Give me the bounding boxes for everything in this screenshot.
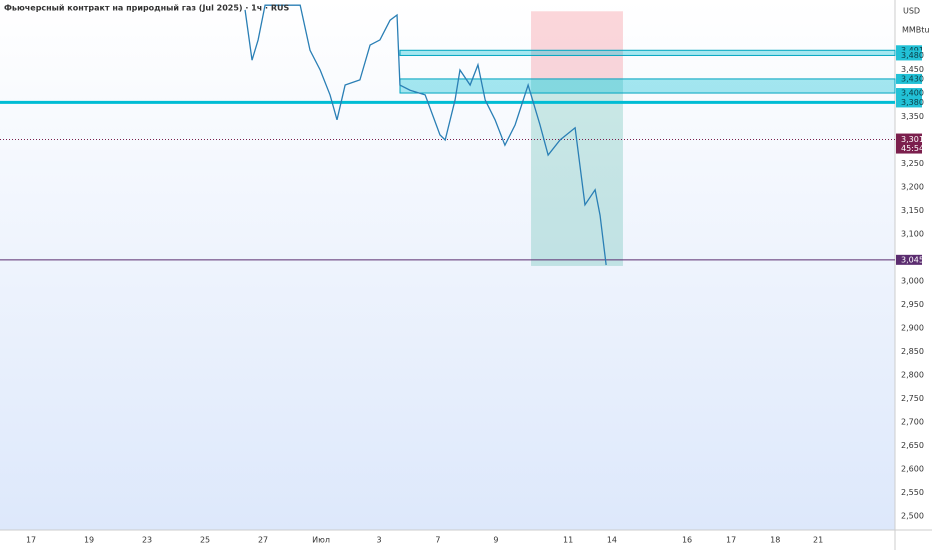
y-tick-label: 3,250 — [901, 159, 924, 168]
level-zone — [399, 49, 896, 56]
x-tick-label: 17 — [26, 536, 36, 545]
y-tick-label: 3,150 — [901, 206, 924, 215]
y-tick-label: 2,750 — [901, 394, 924, 403]
stop-zone — [531, 11, 623, 80]
x-tick-label: 3 — [377, 536, 382, 545]
x-tick-label: 23 — [142, 536, 152, 545]
x-tick-label: 18 — [770, 536, 780, 545]
price-badge — [896, 254, 922, 265]
y-tick-label: 3,000 — [901, 276, 924, 285]
x-tick-label: 27 — [258, 536, 268, 545]
x-tick-label: 14 — [607, 536, 617, 545]
price-badge-label: 3,301 — [901, 135, 924, 144]
y-tick-label: 3,200 — [901, 183, 924, 192]
x-tick-label: 11 — [563, 536, 573, 545]
x-tick-label: 19 — [84, 536, 94, 545]
unit: MMBtu — [902, 26, 930, 35]
price-badge — [896, 50, 922, 61]
price-badge — [896, 133, 922, 154]
y-tick-label: 2,800 — [901, 370, 924, 379]
currency: USD — [903, 7, 920, 16]
x-tick-label: 21 — [813, 536, 823, 545]
price-badge-label: 3,380 — [901, 98, 924, 107]
chart-title: Фьючерсный контракт на природный газ (Ju… — [4, 4, 290, 13]
y-tick-label: 2,650 — [901, 441, 924, 450]
plot-background — [0, 0, 895, 530]
price-badge-label: 3,430 — [901, 74, 924, 83]
plot — [0, 4, 896, 266]
y-tick-label: 3,100 — [901, 229, 924, 238]
price-badge — [896, 73, 922, 84]
x-tick-label: 9 — [493, 536, 498, 545]
target-zone — [531, 79, 623, 266]
price-badge — [896, 88, 922, 99]
price-badge-label: 3,491 — [901, 46, 924, 55]
y-tick-label: 2,600 — [901, 464, 924, 473]
x-tick-label: 7 — [435, 536, 440, 545]
price-badge-label: 3,045 — [901, 255, 924, 264]
x-tick-label: 17 — [726, 536, 736, 545]
price-badge-label: 3,400 — [901, 89, 924, 98]
price-badge — [896, 45, 922, 56]
level-zone — [399, 78, 896, 94]
y-tick-label: 2,850 — [901, 347, 924, 356]
price-line — [244, 4, 607, 266]
y-tick-label: 3,450 — [901, 65, 924, 74]
y-tick-label: 2,700 — [901, 417, 924, 426]
x-tick-label: 25 — [200, 536, 210, 545]
y-tick-label: 3,350 — [901, 112, 924, 121]
x-tick-label: 16 — [682, 536, 692, 545]
y-tick-label: 2,550 — [901, 488, 924, 497]
x-tick-label: Июл — [312, 536, 330, 545]
price-badge-label: 3,480 — [901, 51, 924, 60]
y-tick-label: 2,950 — [901, 300, 924, 309]
countdown: 45:54 — [901, 144, 924, 153]
y-tick-label: 2,500 — [901, 511, 924, 520]
y-tick-label: 2,900 — [901, 323, 924, 332]
price-badge — [896, 97, 922, 108]
